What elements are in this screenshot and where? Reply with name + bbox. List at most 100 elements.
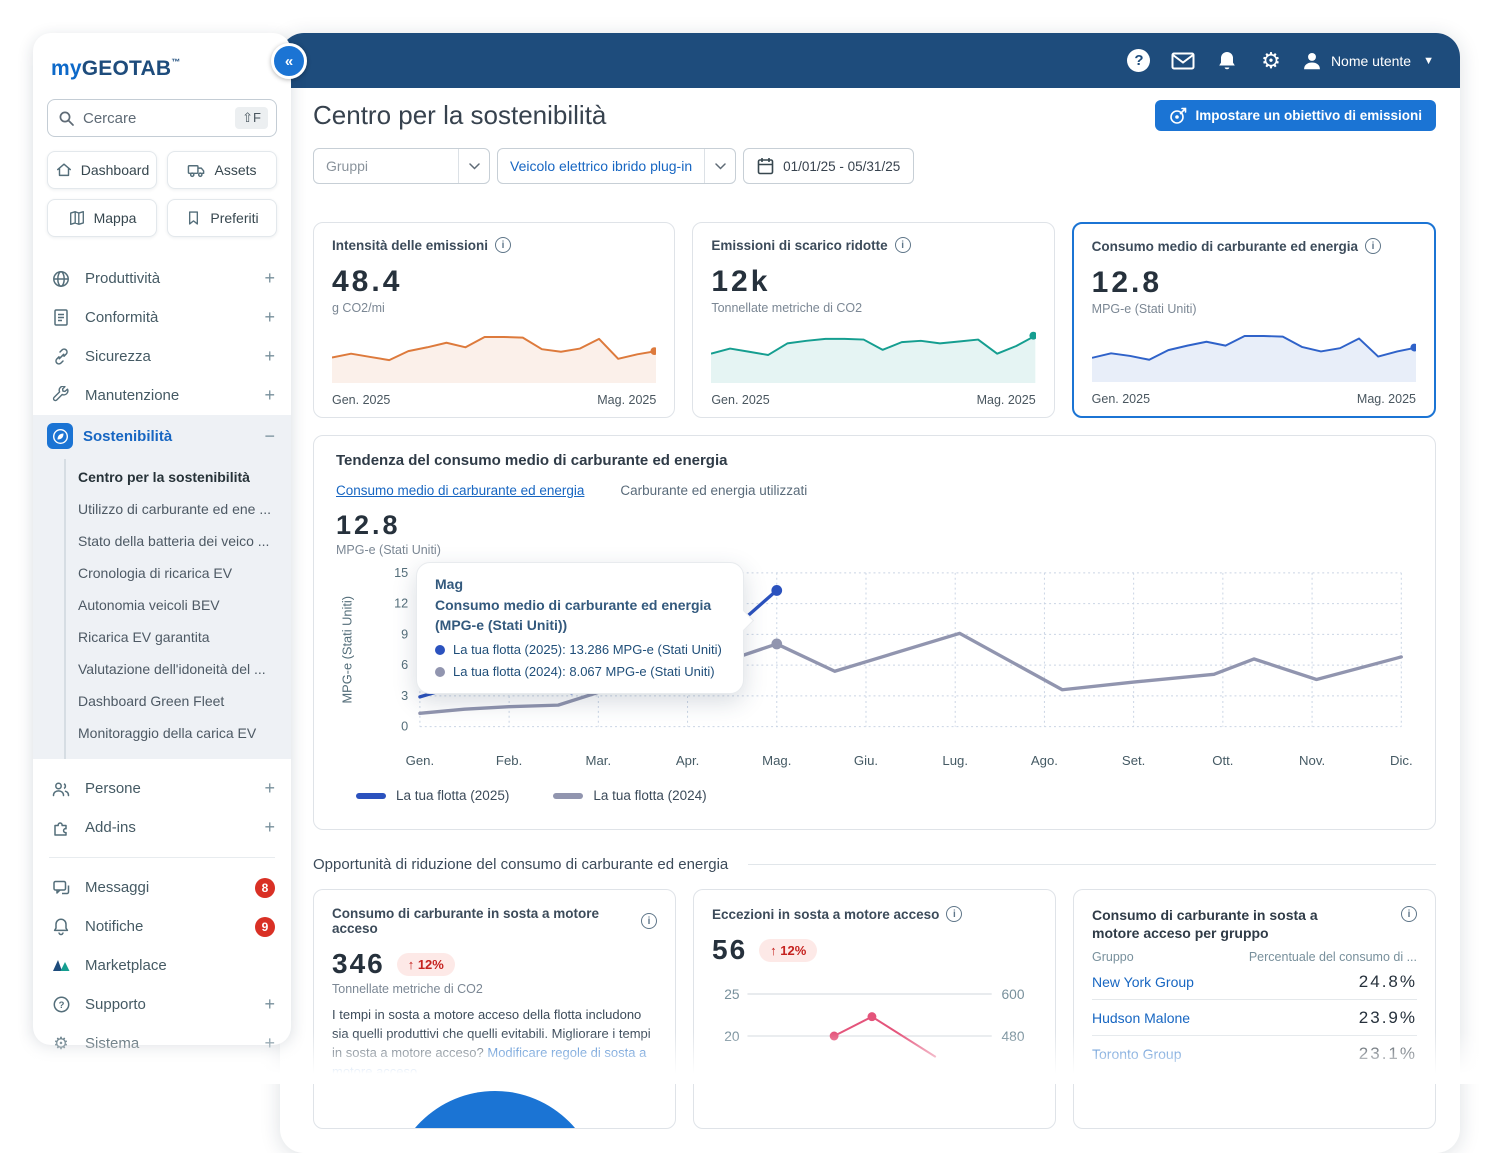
- kpi-card-avg-fuel-energy[interactable]: Consumo medio di carburante ed energia i …: [1071, 222, 1436, 418]
- user-avatar-icon: [1304, 52, 1320, 69]
- expand-icon[interactable]: +: [264, 346, 275, 366]
- card-title-text: Consumo di carburante in sosta a motore …: [332, 906, 600, 936]
- expand-icon[interactable]: +: [264, 385, 275, 405]
- puzzle-icon: [51, 818, 71, 837]
- notifications-bell-icon[interactable]: [1207, 41, 1247, 81]
- search-box[interactable]: ⇧F: [47, 99, 277, 137]
- svg-text:25: 25: [724, 986, 740, 1002]
- idling-fuel-description: I tempi in sosta a motore acceso della f…: [332, 1006, 657, 1081]
- svg-text:Nov.: Nov.: [1299, 753, 1325, 768]
- sidebar-item-notifications[interactable]: Notifiche 9: [33, 907, 291, 946]
- sidebar-item-addins[interactable]: Add-ins +: [33, 808, 291, 847]
- calendar-icon: [757, 158, 774, 175]
- info-icon[interactable]: i: [641, 913, 657, 929]
- home-icon: [56, 163, 71, 177]
- sidebar-item-people[interactable]: Persone +: [33, 769, 291, 808]
- svg-text:15: 15: [394, 565, 408, 580]
- idling-exceptions-delta-badge: ↑ 12%: [759, 938, 818, 962]
- info-icon[interactable]: i: [495, 237, 512, 253]
- quick-link-favorites[interactable]: Preferiti: [167, 199, 277, 237]
- info-icon[interactable]: i: [1401, 906, 1417, 922]
- svg-text:Mag.: Mag.: [762, 753, 791, 768]
- submenu-ev-charge-monitoring[interactable]: Monitoraggio della carica EV: [78, 725, 257, 741]
- group-percentage: 23.9%: [1358, 1008, 1417, 1028]
- emission-intensity-sparkline[interactable]: [332, 307, 657, 383]
- sidebar-item-label: Sicurezza: [85, 348, 151, 365]
- sidebar-item-productivity[interactable]: Produttività +: [33, 259, 291, 298]
- app-window: ? ⚙ Nome utente ▼ Centro per la sostenib…: [280, 33, 1460, 1153]
- svg-text:600: 600: [1002, 986, 1025, 1002]
- group-link[interactable]: Toronto Group: [1092, 1046, 1182, 1063]
- help-icon[interactable]: ?: [1119, 41, 1159, 81]
- table-row: Hudson Malone 23.9%: [1092, 1000, 1417, 1037]
- trend-chart[interactable]: 0 3 6 9 12 15 Gen. Feb. Mar. Apr. Mag. Giu. Lug. Ago.…: [336, 561, 1413, 773]
- column-header-percentage: Percentuale del consumo di ...: [1248, 950, 1417, 965]
- kpi-card-emission-intensity[interactable]: Intensità delle emissioni i 48.4 g CO2/mi…: [313, 222, 676, 418]
- expand-icon[interactable]: +: [264, 994, 275, 1014]
- search-input[interactable]: [83, 109, 228, 127]
- avg-fuel-energy-sparkline[interactable]: [1091, 306, 1416, 382]
- info-icon[interactable]: i: [946, 906, 963, 922]
- submenu-fuel-energy-usage[interactable]: Utilizzo di carburante ed ene ...: [78, 501, 271, 517]
- submenu-ev-battery-health[interactable]: Stato della batteria dei veico ...: [78, 533, 270, 549]
- groups-select[interactable]: Gruppi: [313, 148, 490, 184]
- settings-gear-icon[interactable]: ⚙: [1261, 47, 1281, 73]
- info-icon[interactable]: i: [894, 237, 911, 253]
- kpi-title: Consumo medio di carburante ed energia: [1091, 238, 1358, 254]
- submenu-green-fleet-dashboard[interactable]: Dashboard Green Fleet: [78, 693, 225, 709]
- sidebar-item-safety[interactable]: Sicurezza +: [33, 337, 291, 376]
- info-icon[interactable]: i: [1364, 238, 1381, 254]
- submenu-ev-charge-assurance[interactable]: Ricarica EV garantita: [78, 629, 210, 645]
- sidebar-item-compliance[interactable]: Conformità +: [33, 298, 291, 337]
- fuel-energy-trend-card: Tendenza del consumo medio di carburante…: [313, 435, 1436, 830]
- expand-icon[interactable]: +: [264, 778, 275, 798]
- column-header-group: Gruppo: [1092, 950, 1134, 965]
- tab-fuel-energy-used[interactable]: Carburante ed energia utilizzati: [620, 483, 808, 498]
- sidebar-item-messages[interactable]: Messaggi 8: [33, 868, 291, 907]
- idling-donut-chart[interactable]: [389, 1091, 600, 1128]
- quick-link-assets[interactable]: Assets: [167, 151, 277, 189]
- chevron-down-icon: [704, 149, 735, 183]
- sidebar-item-marketplace[interactable]: Marketplace: [33, 946, 291, 985]
- tab-avg-fuel-energy[interactable]: Consumo medio di carburante ed energia: [336, 483, 585, 498]
- kpi-unit: Tonnellate metriche di CO2: [711, 301, 863, 315]
- expand-icon[interactable]: +: [264, 307, 275, 327]
- sidebar-collapse-button[interactable]: «: [271, 43, 307, 79]
- kpi-value: 12k: [711, 265, 771, 298]
- legend-fleet-2024[interactable]: La tua flotta (2024): [553, 788, 707, 803]
- quick-link-map[interactable]: Mappa: [47, 199, 157, 237]
- expand-icon[interactable]: +: [264, 268, 275, 288]
- expand-icon[interactable]: +: [264, 1033, 275, 1053]
- kpi-value: 48.4: [332, 265, 403, 298]
- range-start: Gen. 2025: [711, 393, 770, 407]
- cta-label: Impostare un obiettivo di emissioni: [1195, 108, 1422, 123]
- submenu-bev-range[interactable]: Autonomia veicoli BEV: [78, 597, 220, 613]
- submenu-ev-charging-history[interactable]: Cronologia di ricarica EV: [78, 565, 233, 581]
- user-menu[interactable]: Nome utente ▼: [1295, 50, 1440, 72]
- idling-exceptions-chart[interactable]: 25 600 20 480: [712, 982, 1037, 1112]
- sidebar-item-support[interactable]: ? Supporto +: [33, 985, 291, 1024]
- expand-icon[interactable]: +: [264, 817, 275, 837]
- date-range-picker[interactable]: 01/01/25 - 05/31/25: [743, 148, 915, 184]
- sidebar-item-maintenance[interactable]: Manutenzione +: [33, 376, 291, 415]
- group-link[interactable]: New York Group: [1092, 974, 1194, 991]
- kpi-card-tailpipe-emissions[interactable]: Emissioni di scarico ridotte i 12k Tonnel…: [692, 222, 1055, 418]
- page-title: Centro per la sostenibilità: [313, 100, 607, 130]
- search-shortcut-badge: ⇧F: [235, 107, 268, 129]
- legend-fleet-2025[interactable]: La tua flotta (2025): [356, 788, 509, 803]
- wrench-icon: [51, 386, 71, 405]
- group-link[interactable]: Hudson Malone: [1092, 1010, 1191, 1027]
- svg-text:Feb.: Feb.: [496, 753, 522, 768]
- set-emissions-target-button[interactable]: Impostare un obiettivo di emissioni: [1155, 100, 1436, 131]
- sidebar-item-label: Produttività: [85, 270, 161, 287]
- svg-text:9: 9: [401, 626, 408, 641]
- quick-link-dashboard[interactable]: Dashboard: [47, 151, 157, 189]
- collapse-section-icon[interactable]: −: [264, 425, 275, 446]
- mail-icon[interactable]: [1163, 41, 1203, 81]
- sidebar-item-system[interactable]: ⚙ Sistema +: [33, 1024, 291, 1063]
- submenu-suitability-assessment[interactable]: Valutazione dell'idoneità del ...: [78, 661, 266, 677]
- sidebar-item-sustainability[interactable]: Sostenibilità −: [33, 415, 291, 457]
- tailpipe-emissions-sparkline[interactable]: [711, 307, 1036, 383]
- submenu-sustainability-center[interactable]: Centro per la sostenibilità: [78, 469, 250, 485]
- vehicle-type-select[interactable]: Veicolo elettrico ibrido plug-in: [497, 148, 737, 184]
